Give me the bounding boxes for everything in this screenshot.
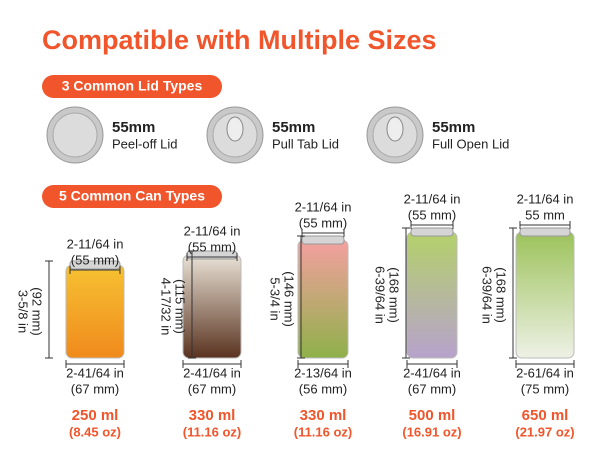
- top-size: (55 mm): [71, 252, 119, 267]
- section-heading: 5 Common Can Types: [59, 188, 205, 204]
- top-size: 2-11/64 in: [184, 223, 241, 238]
- bottom-size: 2-61/64 in: [516, 365, 574, 380]
- bottom-size: 2-41/64 in: [66, 365, 124, 380]
- can: [406, 231, 458, 359]
- dimension-line: [182, 360, 242, 368]
- height-size: 4-17/32 in: [159, 278, 174, 336]
- height-size: (168 mm): [387, 267, 402, 323]
- height-size: 5-3/4 in: [268, 277, 283, 320]
- dimension-line: [509, 227, 517, 359]
- top-size: 2-11/64 in: [517, 191, 574, 206]
- lid-name: Pull Tab Lid: [272, 136, 339, 151]
- can-rim: [301, 235, 345, 245]
- bottom-size: (67 mm): [408, 381, 456, 396]
- volume: 250 ml: [72, 407, 119, 424]
- height-size: 6-39/64 in: [373, 266, 388, 324]
- dimension-line: [65, 360, 125, 368]
- bottom-size: (75 mm): [521, 381, 569, 396]
- bottom-size: (67 mm): [71, 381, 119, 396]
- dimension-line: [186, 253, 238, 261]
- top-size: (55 mm): [188, 239, 236, 254]
- ounces: (16.91 oz): [402, 424, 461, 439]
- bottom-size: 2-13/64 in: [294, 365, 352, 380]
- can: [515, 231, 575, 359]
- volume: 330 ml: [189, 407, 236, 424]
- height-size: (146 mm): [282, 271, 297, 327]
- pull-tab: [386, 116, 404, 142]
- can: [297, 239, 349, 359]
- height-size: 6-39/64 in: [480, 266, 495, 324]
- pull-tab: [226, 116, 244, 142]
- dimension-line: [410, 221, 454, 229]
- dimension-line: [406, 360, 458, 368]
- top-size: 2-11/64 in: [67, 236, 124, 251]
- ounces: (8.45 oz): [69, 424, 121, 439]
- height-size: (92 mm): [30, 287, 45, 335]
- dimension-line: [45, 260, 53, 359]
- bottom-size: 2-41/64 in: [183, 365, 241, 380]
- lid-size: 55mm: [272, 119, 315, 136]
- title: Compatible with Multiple Sizes: [42, 25, 437, 55]
- section-heading: 3 Common Lid Types: [62, 78, 203, 94]
- pill: [42, 75, 222, 98]
- dimension-line: [297, 235, 305, 359]
- bottom-size: (67 mm): [188, 381, 236, 396]
- bottom-size: 2-41/64 in: [403, 365, 461, 380]
- lid-size: 55mm: [432, 119, 475, 136]
- dimension-line: [519, 221, 571, 229]
- ounces: (21.97 oz): [515, 424, 574, 439]
- dimension-line: [402, 227, 410, 359]
- dimension-line: [188, 250, 196, 359]
- can: [65, 264, 125, 359]
- bottom-size: (56 mm): [299, 381, 347, 396]
- dimension-line: [297, 360, 349, 368]
- top-size: 2-11/64 in: [295, 199, 352, 214]
- can-rim: [69, 260, 121, 270]
- top-size: (55 mm): [299, 215, 347, 230]
- height-size: 3-5/8 in: [16, 290, 31, 333]
- lid-name: Full Open Lid: [432, 136, 509, 151]
- dimension-line: [69, 266, 121, 274]
- top-size: 55 mm: [525, 207, 565, 222]
- volume: 500 ml: [409, 407, 456, 424]
- volume: 330 ml: [300, 407, 347, 424]
- can-rim: [410, 227, 454, 237]
- height-size: (115 mm): [173, 279, 188, 334]
- volume: 650 ml: [522, 407, 569, 424]
- top-size: (55 mm): [408, 207, 456, 222]
- can-rim: [519, 227, 571, 237]
- top-size: 2-11/64 in: [404, 191, 461, 206]
- lid-size: 55mm: [112, 119, 155, 136]
- height-size: (168 mm): [494, 267, 509, 323]
- dimension-line: [515, 360, 575, 368]
- pill: [42, 185, 222, 208]
- lid-inner: [52, 112, 98, 158]
- lid-name: Peel-off Lid: [112, 136, 178, 151]
- ounces: (11.16 oz): [183, 424, 242, 439]
- ounces: (11.16 oz): [294, 424, 353, 439]
